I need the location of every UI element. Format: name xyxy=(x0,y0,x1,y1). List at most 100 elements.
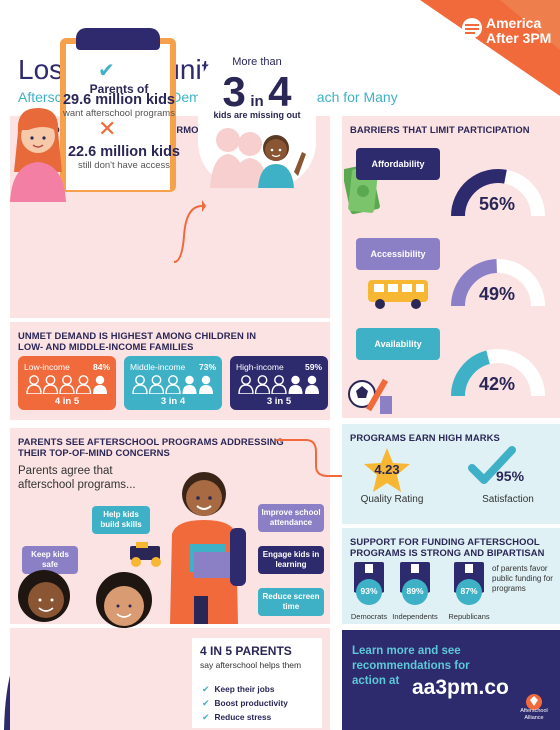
four-in-five-title: 4 IN 5 PARENTS xyxy=(200,644,292,658)
improve-attendance-pill: Improve school attendance xyxy=(258,504,324,532)
marks-title: PROGRAMS EARN HIGH MARKS xyxy=(350,432,500,443)
barrier-gauge xyxy=(451,349,545,397)
call-to-action-panel xyxy=(342,630,560,730)
barrier-label-pill: Availability xyxy=(356,328,440,360)
parents-title-line-2: THEIR TOP-OF-MIND CONCERNS xyxy=(18,447,170,458)
cta-link[interactable]: aa3pm.co xyxy=(412,676,509,699)
four-in-five-card xyxy=(192,638,322,728)
missing-out-label: kids are missing out xyxy=(213,110,301,120)
ff-item-2: ✔ Boost productivity xyxy=(202,698,288,709)
barrier-percent: 49% xyxy=(478,284,516,304)
logo-corner-shape xyxy=(420,0,560,96)
person-icon xyxy=(26,375,42,394)
in-word: in xyxy=(250,93,264,110)
clipboard-paper xyxy=(66,44,170,190)
people-icons xyxy=(238,375,319,394)
gauge-fill xyxy=(451,350,491,397)
person-icon xyxy=(288,375,303,394)
income-group-label: Middle-income xyxy=(130,362,186,372)
help-kids-build-skills-pill: Help kids build skills xyxy=(92,506,150,534)
party-name: Independents xyxy=(392,612,438,621)
income-group-card: High-income 59% 3 in 5 xyxy=(230,356,328,410)
four-number: 4 xyxy=(268,68,292,115)
person-icon xyxy=(271,375,287,394)
parents-title-line-1: PARENTS SEE AFTERSCHOOL PROGRAMS ADDRESS… xyxy=(18,436,284,447)
people-icons xyxy=(26,375,107,394)
kids-no-access-text: still don't have access xyxy=(77,160,171,171)
flag-icon xyxy=(462,18,482,38)
check-icon: ✔ xyxy=(202,712,210,722)
person-icon xyxy=(182,375,197,394)
income-group-ratio: 3 in 4 xyxy=(160,396,186,407)
person-icon xyxy=(254,375,271,394)
income-group-card: Low-income 84% 4 in 5 xyxy=(18,356,116,410)
party-percent: 87% xyxy=(460,586,478,596)
favor-funding-text: of parents favor public funding for prog… xyxy=(492,564,553,593)
ff-item-1: ✔ Keep their jobs xyxy=(202,684,274,695)
person-icon xyxy=(199,375,213,394)
kids-want-text: want afterschool programs xyxy=(63,108,175,119)
unmet-title-line-2: LOW- AND MIDDLE-INCOME FAMILIES xyxy=(18,341,194,352)
gauge-fill xyxy=(451,169,507,217)
quality-rating-value: 4.23 xyxy=(374,462,400,477)
people-icons xyxy=(132,375,213,394)
cta-text: Learn more and see recommendations for a… xyxy=(352,645,470,687)
reduce-screen-time-pill: Reduce screen time xyxy=(258,588,324,616)
barrier-percent: 42% xyxy=(478,374,516,394)
party-name: Democrats xyxy=(350,612,388,621)
clipboard-clip xyxy=(76,28,160,50)
three-in-four-stat: 3 in 4 xyxy=(198,68,316,116)
barriers-title: BARRIERS THAT LIMIT PARTICIPATION xyxy=(350,124,530,135)
party-percent: 93% xyxy=(360,586,378,596)
star-icon xyxy=(364,448,410,492)
parents-of-label: Parents of xyxy=(89,82,149,96)
person-icon xyxy=(75,375,92,394)
robot-toy-icon xyxy=(130,542,161,567)
boy-with-books-illustration xyxy=(170,472,246,624)
arrow-connector xyxy=(173,200,206,263)
satisfaction-value: 95% xyxy=(496,468,525,484)
girl-illustration xyxy=(10,108,66,202)
satisfaction-label: Satisfaction xyxy=(482,494,534,505)
logo-line-2: After 3PM xyxy=(486,30,552,46)
america-after-3pm-logo: America After 3PM xyxy=(486,16,558,46)
school-bus-icon xyxy=(368,280,428,309)
party-name: Republicans xyxy=(448,612,490,621)
income-group-card: Middle-income 73% 3 in 4 xyxy=(124,356,222,410)
engage-kids-learning-pill: Engage kids in learning xyxy=(258,546,324,574)
funding-support-panel: SUPPORT FOR FUNDING AFTERSCHOOL PROGRAMS… xyxy=(342,528,560,624)
person-icon xyxy=(132,375,148,394)
four-in-five-subtitle: say afterschool helps them xyxy=(200,660,302,670)
satisfaction-check-icon xyxy=(468,446,516,484)
ff-item-label: Boost productivity xyxy=(214,698,288,708)
ff-item-label: Keep their jobs xyxy=(214,684,275,694)
check-icon: ✔ xyxy=(202,698,210,708)
activities-icon xyxy=(348,378,392,414)
person-icon xyxy=(42,375,59,394)
afterschool-alliance-logo-icon xyxy=(526,694,542,710)
barrier-gauge xyxy=(451,169,545,217)
barrier-gauge xyxy=(451,259,545,307)
cross-icon: ✕ xyxy=(98,116,117,141)
kids-want-stat: 29.6 million kids xyxy=(62,92,175,108)
kids-silhouettes-illustration xyxy=(210,128,306,188)
logo-line-1: America xyxy=(486,15,542,31)
person-icon xyxy=(93,375,107,394)
income-group-percent: 84% xyxy=(92,362,110,372)
ff-item-3: ✔ Reduce stress xyxy=(202,712,271,723)
more-than-label: More than xyxy=(232,56,282,68)
check-icon: ✔ xyxy=(98,60,115,82)
kids-no-access-stat: 22.6 million kids xyxy=(67,144,180,160)
funding-title-line-2: PROGRAMS IS STRONG AND BIPARTISAN xyxy=(350,547,545,558)
keep-kids-safe-pill: Keep kids safe xyxy=(22,546,78,574)
check-icon: ✔ xyxy=(202,684,210,694)
ff-item-label: Reduce stress xyxy=(214,712,272,722)
barrier-percent: 56% xyxy=(478,194,516,214)
income-group-percent: 73% xyxy=(198,362,216,372)
funding-title-line-1: SUPPORT FOR FUNDING AFTERSCHOOL xyxy=(350,536,540,547)
income-group-ratio: 4 in 5 xyxy=(54,396,80,407)
person-icon xyxy=(238,375,254,394)
three-number: 3 xyxy=(222,68,246,115)
person-icon xyxy=(148,375,165,394)
i-letter-icon xyxy=(400,562,430,605)
